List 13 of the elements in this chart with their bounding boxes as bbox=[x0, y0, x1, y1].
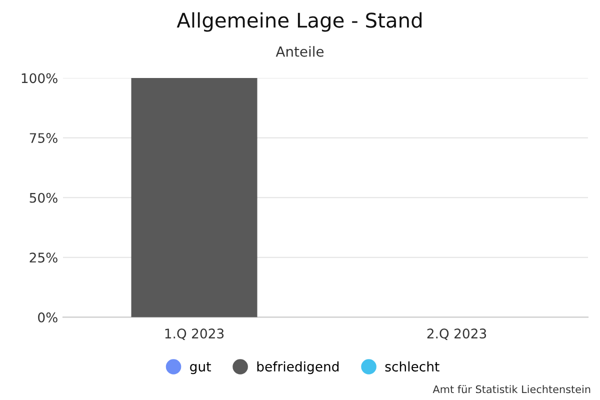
y-tick-label: 100% bbox=[22, 73, 58, 84]
legend-label: befriedigend bbox=[257, 361, 339, 374]
y-tick-label: 0% bbox=[38, 312, 58, 322]
legend-label: gut bbox=[190, 362, 211, 374]
text: Amt für Statistik Liechtenstein bbox=[432, 385, 590, 394]
y-tick-label: 50% bbox=[30, 192, 58, 203]
y-tick-label: 25% bbox=[30, 252, 58, 263]
chart-subtitle: Anteile bbox=[276, 46, 324, 57]
chart-title: Allgemeine Lage - Stand bbox=[176, 12, 422, 32]
legend-label: schlecht bbox=[385, 361, 440, 372]
y-tick-label: 75% bbox=[30, 133, 58, 143]
x-tick-label: 1.Q 2023 bbox=[165, 328, 224, 340]
x-tick-label: 2.Q 2023 bbox=[427, 328, 486, 340]
